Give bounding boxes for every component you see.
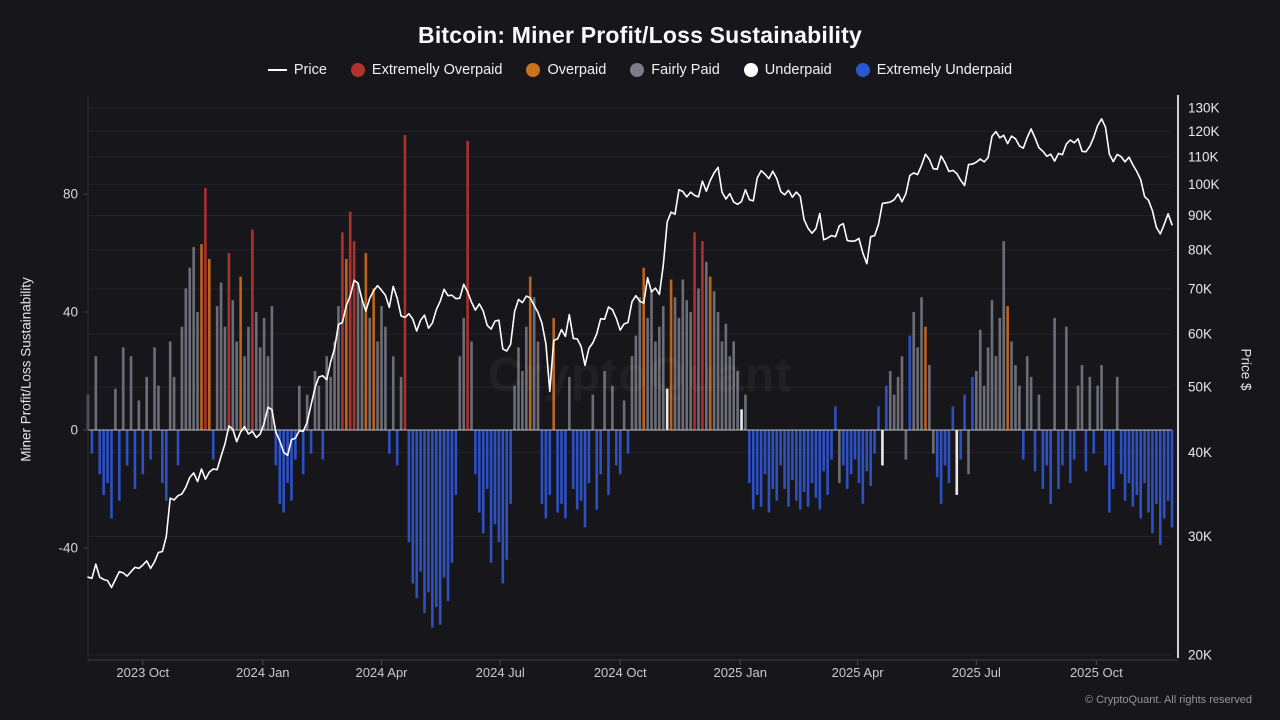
svg-text:2024 Apr: 2024 Apr	[355, 665, 408, 680]
svg-text:100K: 100K	[1188, 177, 1220, 192]
legend-item-fairly-paid[interactable]: Fairly Paid	[630, 62, 720, 78]
legend-dot-icon	[526, 63, 541, 77]
legend-item-extremely-underpaid[interactable]: Extremely Underpaid	[855, 62, 1013, 78]
svg-text:90K: 90K	[1188, 208, 1212, 223]
svg-text:2024 Jan: 2024 Jan	[236, 665, 290, 680]
svg-text:70K: 70K	[1188, 281, 1212, 296]
legend-label: Overpaid	[547, 62, 607, 78]
legend-dot-icon	[743, 63, 758, 77]
svg-text:20K: 20K	[1188, 648, 1212, 663]
legend-dot-icon	[350, 63, 365, 77]
legend-dot-icon	[630, 63, 645, 77]
svg-text:80K: 80K	[1188, 242, 1212, 257]
legend-label: Fairly Paid	[651, 62, 720, 78]
legend-label: Underpaid	[764, 62, 832, 78]
legend-label: Price	[293, 62, 327, 78]
svg-text:2024 Oct: 2024 Oct	[594, 665, 647, 680]
price-line-icon	[267, 68, 287, 72]
svg-text:2025 Jan: 2025 Jan	[713, 665, 767, 680]
svg-text:0: 0	[70, 423, 78, 438]
svg-text:50K: 50K	[1188, 380, 1212, 395]
right-axis-title: Price $	[1238, 348, 1254, 391]
legend-item-underpaid[interactable]: Underpaid	[743, 62, 832, 78]
svg-text:110K: 110K	[1188, 149, 1219, 164]
svg-text:80: 80	[63, 187, 78, 202]
svg-text:-40: -40	[58, 541, 78, 556]
svg-text:60K: 60K	[1188, 326, 1212, 341]
chart-legend: Price Extremelly Overpaid Overpaid Fairly P…	[0, 62, 1280, 78]
svg-text:2025 Apr: 2025 Apr	[832, 665, 885, 680]
legend-item-extremelly-overpaid[interactable]: Extremelly Overpaid	[350, 62, 503, 78]
legend-label: Extremelly Overpaid	[371, 62, 503, 78]
left-axis-title: Miner Profit/Loss Sustainability	[18, 277, 34, 462]
copyright: © CryptoQuant. All rights reserved	[1084, 694, 1252, 706]
chart-title: Bitcoin: Miner Profit/Loss Sustainabilit…	[418, 22, 862, 48]
legend-item-overpaid[interactable]: Overpaid	[526, 62, 606, 78]
svg-text:120K: 120K	[1188, 124, 1220, 139]
legend-dot-icon	[855, 63, 870, 77]
legend-label: Extremely Underpaid	[876, 62, 1013, 78]
legend-item-price[interactable]: Price	[267, 62, 327, 78]
svg-text:130K: 130K	[1188, 101, 1220, 116]
svg-text:30K: 30K	[1188, 529, 1212, 544]
svg-text:2025 Oct: 2025 Oct	[1070, 665, 1123, 680]
svg-text:2023 Oct: 2023 Oct	[116, 665, 169, 680]
svg-text:40: 40	[63, 305, 78, 320]
svg-text:40K: 40K	[1188, 445, 1212, 460]
svg-text:2024 Jul: 2024 Jul	[476, 665, 525, 680]
svg-text:2025 Jul: 2025 Jul	[952, 665, 1001, 680]
